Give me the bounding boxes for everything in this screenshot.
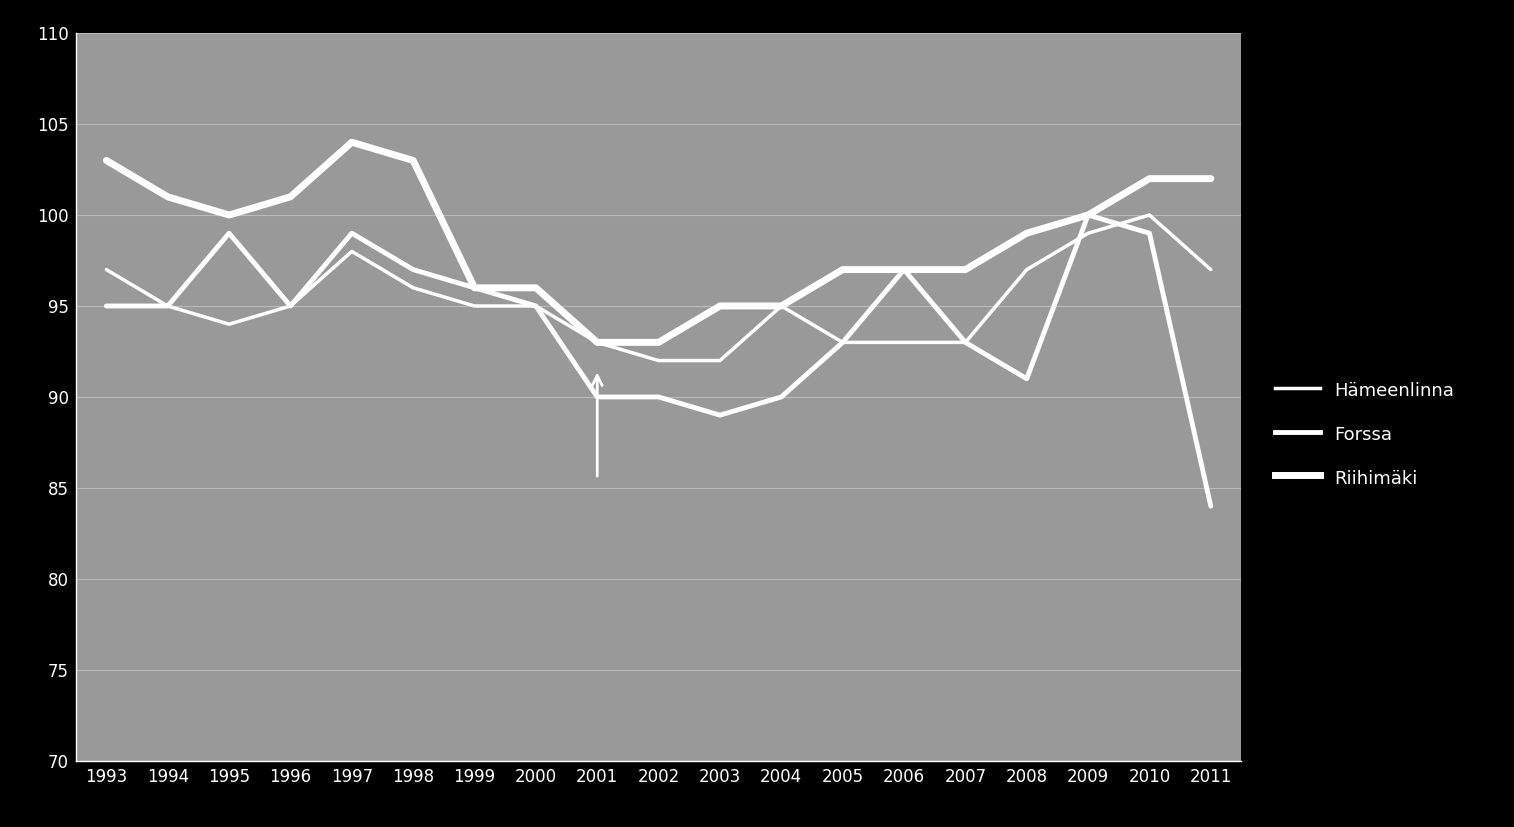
Legend: Hämeenlinna, Forssa, Riihimäki: Hämeenlinna, Forssa, Riihimäki xyxy=(1266,370,1463,498)
